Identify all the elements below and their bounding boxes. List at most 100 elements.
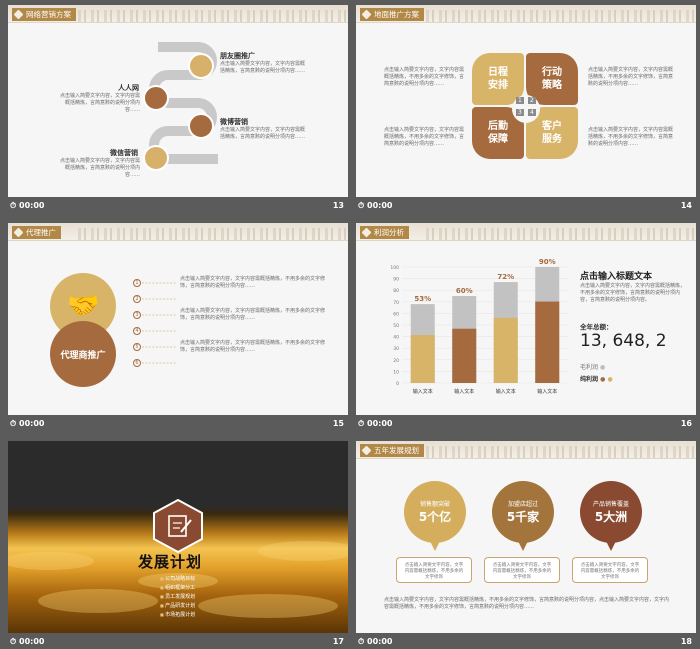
slide-footer: ⏱ 00:00 14 [356,197,696,215]
slide-banner [8,223,348,241]
slide-footer: ⏱ 00:00 17 [8,633,348,649]
bar [452,328,477,383]
slide-thumb-16[interactable]: 利润分析 100 90 80 70 60 50 40 30 20 10 0 53% 输入文本 60% 输入文… [356,223,696,433]
slide-number: 13 [332,201,344,210]
y-tick-label: 30 [393,346,399,352]
slide-number: 16 [680,419,692,428]
list-text: 点击输入简要文字内容，文字内容需概括精炼，不用多余的文字修饰，言简意赅的说明分项… [180,340,326,353]
bar-value-label: 72% [497,273,514,281]
item-body: 点击输入简要文字内容，文字内容需概括精炼，言简意赅的说明分项内容…… [59,158,140,178]
slide-thumb-17[interactable]: 发展计划 公司战略目标 组织框架分工 员工发展规划 产品研发计划 市场拓展计划 … [8,441,348,649]
bar [410,335,435,383]
y-tick-label: 60 [393,311,399,317]
goal-bubble: 产品销售覆盖 5大洲 [580,481,642,551]
slide-18: 五年发展规划 销售额突破 5个亿 加盟店超过 5千家 产品销售覆盖 5大洲 点击… [356,441,696,633]
slide-thumb-13[interactable]: 网络营销方案 朋友圈推广 点击输入简要文字内容，文字内容需概括精炼，言简意赅的说… [8,5,348,215]
list-num: 2 [133,295,141,303]
bar-value-label: 53% [414,295,431,303]
goal-box: 点击输入简要文字内容，文字内容需概括精炼，不用多余的文字修饰 [396,557,472,583]
slide-time: ⏱ 00:00 [358,637,393,646]
handshake-icon: 🤝 [67,291,100,321]
quad-text: 点击输入简要文字内容，文字内容需概括精炼，不用多余的文字修饰，言简意赅的说明分项… [384,127,465,147]
quad-text: 点击输入简要文字内容，文字内容需概括精炼，不用多余的文字修饰，言简意赅的说明分项… [588,67,674,87]
legend-item: 毛利润 ● [580,364,606,371]
bar [493,317,518,383]
slide-footer: ⏱ 00:00 18 [356,633,696,649]
item-title: 微博营销 [220,118,248,126]
list-num: 4 [133,327,141,335]
quad-text: 点击输入简要文字内容，文字内容需概括精炼，不用多余的文字修饰，言简意赅的说明分项… [384,67,465,87]
y-tick-label: 10 [393,369,399,375]
item-title: 微信营销 [110,149,138,157]
plan-list-item: 产品研发计划 [160,602,195,609]
slide-15: 代理推广 🤝 代理商推广 1 2 3 4 5 6 点击输入简要文字内容，文字内容… [8,223,348,415]
item-title: 朋友圈推广 [220,52,255,60]
chart-svg: 100908070605040302010053%输入文本60%输入文本72%输… [390,258,568,395]
item-body: 点击输入简要文字内容，文字内容需概括精炼，言简意赅的说明分项内容…… [59,93,140,113]
slide-footer: ⏱ 00:00 13 [8,197,348,215]
plan-list-item: 公司战略目标 [160,575,195,582]
slide-17: 发展计划 公司战略目标 组织框架分工 员工发展规划 产品研发计划 市场拓展计划 [8,441,348,633]
plan-list-item: 市场拓展计划 [160,611,195,618]
list-num: 3 [133,311,141,319]
legend-item: 纯利润 ● ● [580,376,613,383]
bar [535,301,560,383]
slide-14: 地面推广方案 日程 安排 行动 策略 后勤 保障 客户 服务 1 2 3 4 点… [356,5,696,197]
bar-value-label: 60% [456,287,473,295]
bottom-text: 点击输入简要文字内容，文字内容需概括精炼，不用多余的文字修饰，言简意赅的说明分项… [384,597,670,610]
item-body: 点击输入简要文字内容，文字内容需概括精炼，言简意赅的说明分项内容…… [220,61,306,74]
goal-box: 点击输入简要文字内容，文字内容需概括精炼，不用多余的文字修饰 [572,557,648,583]
bar-value-label: 90% [539,258,556,266]
goal-bubble: 加盟店超过 5千家 [492,481,554,551]
slide-thumb-18[interactable]: 五年发展规划 销售额突破 5个亿 加盟店超过 5千家 产品销售覆盖 5大洲 点击… [356,441,696,649]
slide-time: ⏱ 00:00 [358,419,393,428]
section-title: 五年发展规划 [360,444,424,457]
connector-lines [142,282,176,364]
slide-banner [8,5,348,23]
wechat-icon [143,145,169,171]
quad-num: 1 [516,97,524,104]
item-title: 人人网 [118,84,139,92]
y-tick-label: 40 [393,335,399,341]
slide-footer: ⏱ 00:00 16 [356,415,696,433]
chart-side-body: 点击输入简要文字内容，文字内容需概括精炼，不用多余的文字修饰，言简意赅的说明分项… [580,283,686,303]
y-tick-label: 90 [393,277,399,283]
quad-text: 点击输入简要文字内容，文字内容需概括精炼，不用多余的文字修饰，言简意赅的说明分项… [588,127,674,147]
y-tick-label: 70 [393,300,399,306]
y-tick-label: 100 [390,265,399,271]
category-label: 输入文本 [454,388,474,395]
section-title: 网络营销方案 [12,8,76,21]
goal-box: 点击输入简要文字内容，文字内容需概括精炼，不用多余的文字修饰 [484,557,560,583]
list-num: 1 [133,279,141,287]
slide-time: ⏱ 00:00 [10,201,45,210]
slide-time: ⏱ 00:00 [10,419,45,428]
category-label: 输入文本 [537,388,557,395]
quad-schedule: 日程 安排 [472,53,524,105]
section-title: 代理推广 [12,226,61,239]
cloud-texture [8,541,348,618]
renren-icon [143,85,169,111]
slide-thumb-15[interactable]: 代理推广 🤝 代理商推广 1 2 3 4 5 6 点击输入简要文字内容，文字内容… [8,223,348,433]
category-label: 输入文本 [496,388,516,395]
slide-number: 14 [680,201,692,210]
item-body: 点击输入简要文字内容，文字内容需概括精炼，言简意赅的说明分项内容…… [220,127,306,140]
list-text: 点击输入简要文字内容，文字内容需概括精炼，不用多余的文字修饰，言简意赅的说明分项… [180,276,326,289]
slide-time: ⏱ 00:00 [358,201,393,210]
list-text: 点击输入简要文字内容，文字内容需概括精炼，不用多余的文字修饰，言简意赅的说明分项… [180,308,326,321]
slide-16: 利润分析 100 90 80 70 60 50 40 30 20 10 0 53% 输入文本 60% 输入文… [356,223,696,415]
section-title: 地面推广方案 [360,8,424,21]
section-title: 利润分析 [360,226,409,239]
slide-number: 17 [332,637,344,646]
slide-number: 18 [680,637,692,646]
chart-side-title: 点击输入标题文本 [580,272,653,282]
slide-thumb-14[interactable]: 地面推广方案 日程 安排 行动 策略 后勤 保障 客户 服务 1 2 3 4 点… [356,5,696,215]
y-tick-label: 20 [393,358,399,364]
quad-strategy: 行动 策略 [526,53,578,105]
quad-num: 4 [528,109,536,116]
category-label: 输入文本 [413,388,433,395]
y-tick-label: 80 [393,288,399,294]
slide-banner [356,5,696,23]
plan-title: 发展计划 [138,553,203,571]
slide-footer: ⏱ 00:00 15 [8,415,348,433]
quad-num: 2 [528,97,536,104]
